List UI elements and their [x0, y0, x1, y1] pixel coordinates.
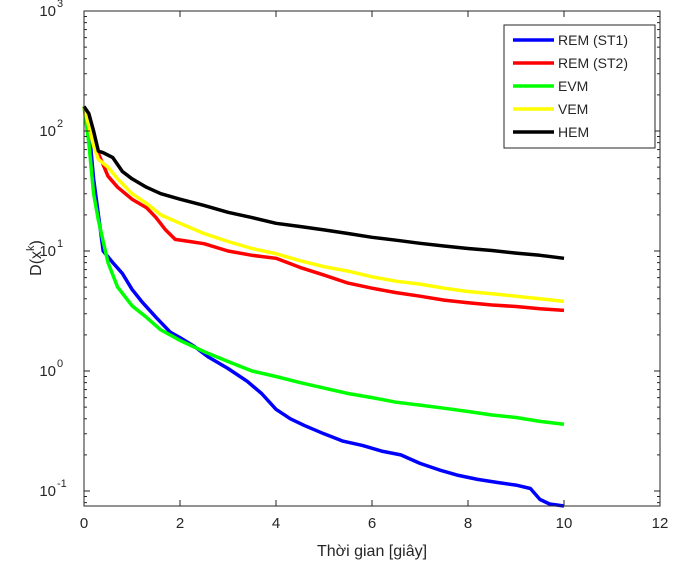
series-layer	[82, 105, 565, 508]
series-line-1	[82, 106, 565, 508]
y-tick-label: 10	[39, 483, 56, 500]
x-tick-label: 12	[652, 515, 669, 532]
x-tick-label: 6	[368, 515, 376, 532]
legend-label-3: EVM	[558, 78, 588, 94]
y-axis-label: D(xk)	[25, 240, 45, 276]
y-tick-label-exponent: 1	[57, 238, 63, 250]
x-tick-label: 8	[464, 515, 472, 532]
legend-label-4: VEM	[558, 101, 588, 117]
x-tick-label: 2	[176, 515, 184, 532]
y-axis-label-base: D(x	[28, 251, 45, 276]
y-tick-label-exponent: 3	[57, 0, 63, 10]
legend: REM (ST1) REM (ST2) EVM VEM HEM	[503, 24, 656, 149]
legend-label-5: HEM	[558, 124, 589, 140]
legend-label-1: REM (ST1)	[558, 32, 628, 48]
legend-label-2: REM (ST2)	[558, 55, 628, 71]
y-tick-label-exponent: -1	[57, 478, 67, 490]
series-line-5	[82, 105, 565, 261]
x-tick-label: 10	[556, 515, 573, 532]
y-tick-label-exponent: 2	[57, 118, 63, 130]
series-line-2	[82, 105, 565, 313]
x-tick-label: 4	[272, 515, 280, 532]
y-tick-label-exponent: 0	[57, 358, 63, 370]
x-tick-label: 0	[80, 515, 88, 532]
y-tick-label: 10	[39, 3, 56, 20]
x-axis-label: Thời gian [giây]	[317, 543, 427, 560]
y-tick-label: 10	[39, 243, 56, 260]
series-line-4	[82, 106, 565, 304]
y-tick-label: 10	[39, 363, 56, 380]
series-line-3	[82, 106, 565, 426]
y-tick-label: 10	[39, 123, 56, 140]
y-axis-label-close: )	[28, 240, 45, 245]
y-axis-label-sup: k	[25, 245, 37, 251]
